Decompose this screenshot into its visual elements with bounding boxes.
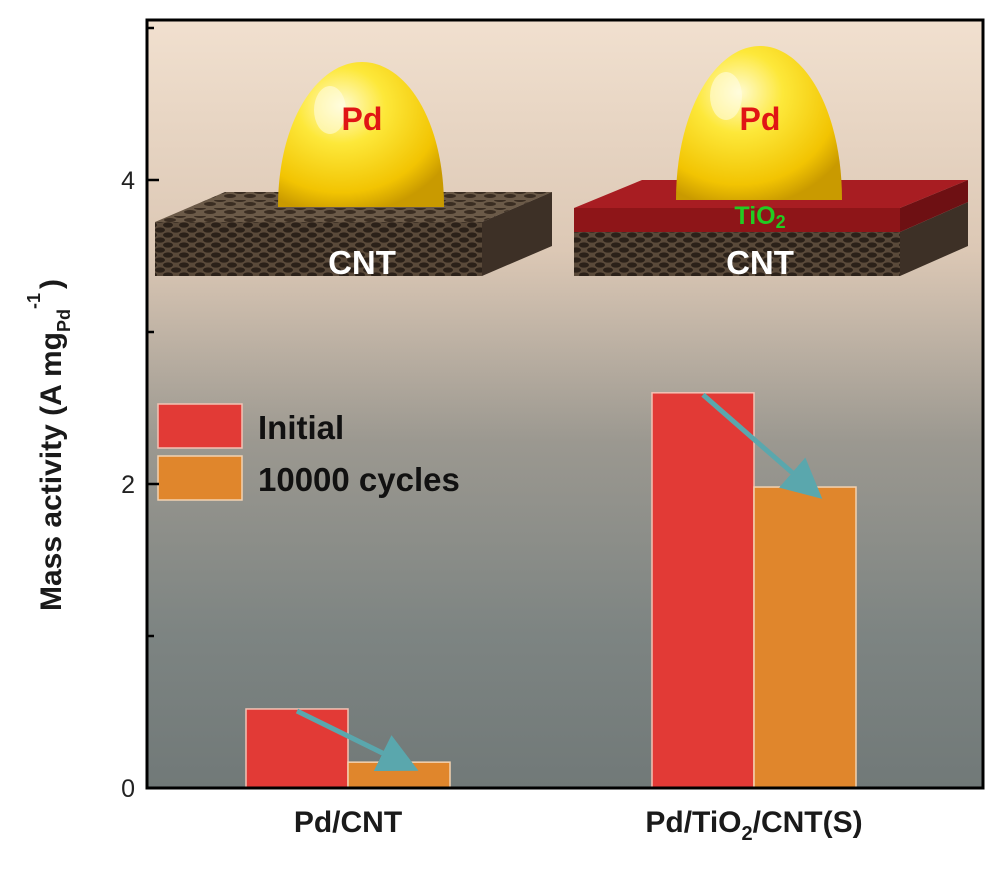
cnt-label-right: CNT xyxy=(726,244,794,281)
legend: Initial 10000 cycles xyxy=(157,403,460,501)
category-label-pd-tio2-cnt: Pd/TiO2/CNT(S) xyxy=(645,806,862,845)
tio2-label: TiO2 xyxy=(734,202,785,232)
axes-frame xyxy=(145,18,985,790)
decline-arrow-0 xyxy=(295,708,419,772)
tio2-layer-front xyxy=(574,208,900,232)
pd-label-right: Pd xyxy=(740,101,781,137)
decline-arrow-1 xyxy=(701,392,823,499)
cnt-block-left-side xyxy=(482,192,552,276)
inset-pd-tio2-cnt: Pd TiO2 CNT xyxy=(574,46,968,281)
cat-label-sub: 2 xyxy=(742,823,753,845)
tio2-layer-side xyxy=(900,180,968,232)
legend-swatch-cycles xyxy=(157,455,243,501)
y-tick-label-4: 4 xyxy=(121,167,135,195)
inset-pd-cnt: Pd CNT xyxy=(155,62,552,281)
bar-cycles-0 xyxy=(347,761,451,789)
arrows-layer xyxy=(295,392,823,772)
bar-initial-1 xyxy=(651,392,755,789)
bar-cycles-1 xyxy=(753,486,857,789)
y-tick-label-0: 0 xyxy=(121,775,135,803)
tio2-label-sub: 2 xyxy=(776,212,786,232)
pd-dome-right-shine xyxy=(710,72,742,120)
ylabel-close: ) xyxy=(35,279,68,289)
cnt-label-left: CNT xyxy=(328,244,396,281)
ticks-layer: 0 2 4 xyxy=(121,26,159,803)
bar-initial-0 xyxy=(245,708,349,789)
ylabel-sub: Pd xyxy=(54,309,74,332)
cat-label-main: Pd/TiO xyxy=(645,806,741,839)
cnt-block-right-side xyxy=(900,202,968,276)
ylabel-sup: -1 xyxy=(24,293,44,309)
y-tick-label-2: 2 xyxy=(121,471,135,499)
cnt-block-right-front xyxy=(574,232,900,276)
legend-label-cycles: 10000 cycles xyxy=(258,461,460,498)
cat-label-rest: /CNT(S) xyxy=(753,806,863,839)
legend-swatch-initial xyxy=(157,403,243,449)
pd-label-left: Pd xyxy=(342,101,383,137)
legend-label-initial: Initial xyxy=(258,409,344,446)
bars-layer xyxy=(245,392,857,789)
plot-background xyxy=(147,20,983,788)
ylabel-main: Mass activity (A mg xyxy=(35,332,68,611)
tio2-label-main: TiO xyxy=(734,202,775,230)
pd-dome-left-shine xyxy=(314,86,346,134)
category-label-pd-cnt: Pd/CNT xyxy=(294,806,402,839)
y-axis-label: Mass activity (A mgPd -1) xyxy=(24,279,74,611)
cnt-block-left-front xyxy=(155,222,482,276)
